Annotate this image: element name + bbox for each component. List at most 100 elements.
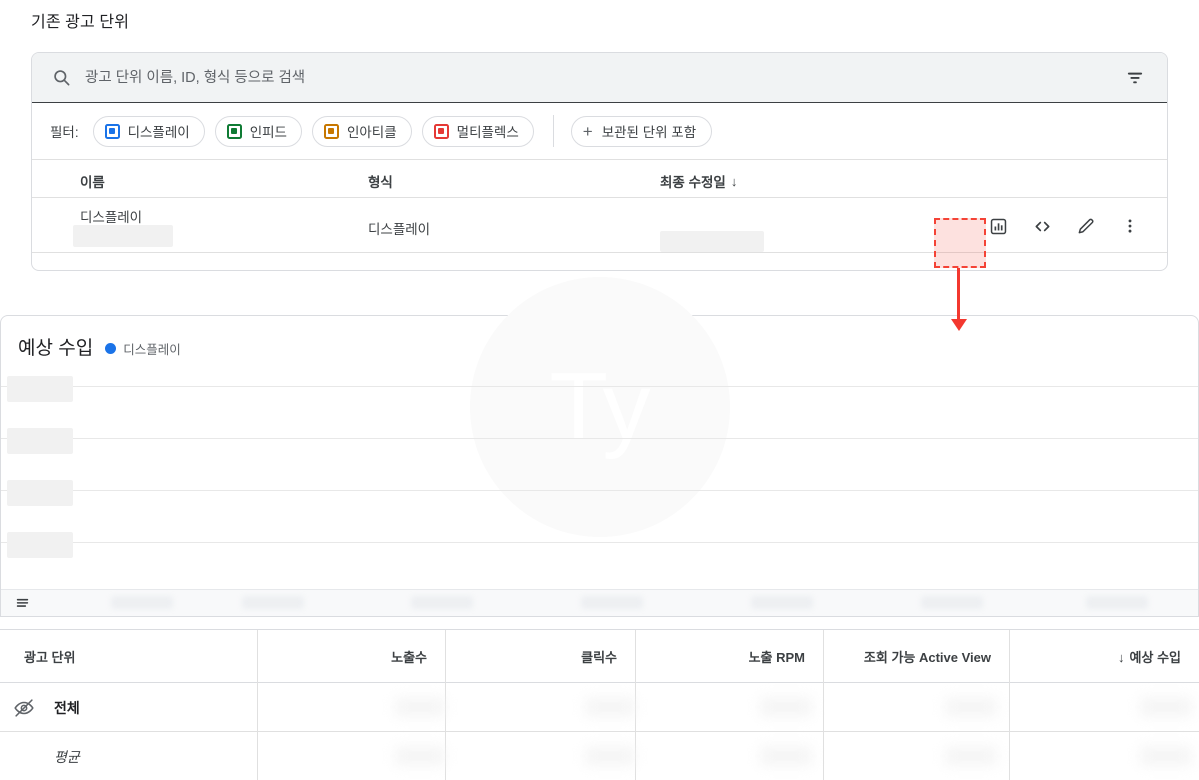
column-header-modified[interactable]: 최종 수정일 ↓ bbox=[660, 171, 737, 191]
filter-chip-list: 디스플레이 인피드 인아티클 멀티플렉스 bbox=[92, 115, 534, 147]
metrics-table: 광고 단위 노출수 클릭수 노출 RPM 조회 가능 Active View ↓… bbox=[0, 629, 1199, 780]
column-header-impressions[interactable]: 노출수 bbox=[257, 630, 445, 683]
chart-footer bbox=[1, 589, 1198, 616]
legend-list-icon[interactable] bbox=[13, 594, 31, 612]
column-header-rpm[interactable]: 노출 RPM bbox=[635, 630, 823, 683]
redacted-metric-cell bbox=[945, 697, 997, 717]
get-code-button[interactable] bbox=[1020, 208, 1064, 244]
search-bar[interactable] bbox=[32, 53, 1167, 103]
filter-chip-inarticle[interactable]: 인아티클 bbox=[311, 115, 412, 147]
redacted-modified-date bbox=[660, 231, 764, 252]
legend-label: 디스플레이 bbox=[123, 343, 181, 357]
table-row[interactable]: 전체 bbox=[0, 683, 1199, 732]
column-header-modified-label: 최종 수정일 bbox=[660, 175, 726, 190]
filter-row: 필터: 디스플레이 인피드 인아티클 멀티플렉스 bbox=[32, 103, 1167, 160]
cell-divider bbox=[635, 683, 636, 732]
chart-xaxis-labels bbox=[91, 590, 1181, 616]
display-format-icon bbox=[104, 123, 120, 139]
redacted-metric-cell bbox=[395, 746, 445, 766]
column-header-format[interactable]: 형식 bbox=[368, 175, 393, 190]
filter-chip-label: 멀티플렉스 bbox=[456, 125, 519, 140]
inarticle-format-icon bbox=[323, 123, 339, 139]
cell-divider bbox=[823, 732, 824, 780]
column-header-estimated-earnings[interactable]: ↓ 예상 수입 bbox=[1009, 630, 1199, 683]
redacted-ytick bbox=[7, 532, 73, 558]
column-header-label: ↓ 예상 수입 bbox=[1010, 647, 1199, 666]
cell-divider bbox=[635, 732, 636, 780]
redacted-metric-cell bbox=[760, 697, 812, 717]
cell-divider bbox=[445, 683, 446, 732]
redacted-xtick bbox=[111, 596, 173, 609]
cell-divider bbox=[257, 683, 258, 732]
redacted-metric-cell bbox=[395, 697, 445, 717]
filter-chip-infeed[interactable]: 인피드 bbox=[214, 115, 302, 147]
report-chart-button[interactable] bbox=[976, 208, 1020, 244]
tune-icon[interactable] bbox=[1124, 67, 1146, 89]
row-label-text: 평균 bbox=[54, 748, 80, 765]
redacted-metric-cell bbox=[760, 746, 812, 766]
column-header-active-view[interactable]: 조회 가능 Active View bbox=[823, 630, 1009, 683]
cell-divider bbox=[1009, 683, 1010, 732]
chart-plot-area bbox=[1, 371, 1198, 616]
redacted-xtick bbox=[751, 596, 813, 609]
filter-chip-display[interactable]: 디스플레이 bbox=[92, 115, 205, 147]
redacted-metric-cell bbox=[945, 746, 997, 766]
cell-divider bbox=[1009, 732, 1010, 780]
table-row[interactable]: 평균 bbox=[0, 732, 1199, 780]
page-title: 기존 광고 단위 bbox=[31, 14, 130, 31]
highlight-arrow bbox=[950, 268, 967, 331]
ad-units-card: 필터: 디스플레이 인피드 인아티클 멀티플렉스 bbox=[31, 52, 1168, 271]
row-label-average: 평균 bbox=[0, 732, 80, 780]
more-options-button[interactable] bbox=[1108, 208, 1152, 244]
gridline bbox=[1, 490, 1198, 491]
sort-desc-icon: ↓ bbox=[1118, 650, 1125, 665]
include-archived-label: 보관된 단위 포함 bbox=[601, 125, 697, 140]
column-header-text: 예상 수입 bbox=[1129, 650, 1181, 665]
chart-title: 예상 수입 bbox=[18, 338, 94, 359]
chart-header: 예상 수입 디스플레이 bbox=[18, 333, 181, 360]
plus-icon: + bbox=[582, 121, 593, 141]
redacted-xtick bbox=[1086, 596, 1148, 609]
filter-chip-label: 인아티클 bbox=[346, 125, 397, 140]
cell-unit-name: 디스플레이 bbox=[80, 210, 143, 225]
watermark: Ty bbox=[470, 277, 730, 537]
unit-table-header: 이름 형식 최종 수정일 ↓ bbox=[32, 160, 1167, 198]
gridline bbox=[1, 386, 1198, 387]
redacted-metric-cell bbox=[1140, 697, 1192, 717]
cell-divider bbox=[445, 732, 446, 780]
redacted-xtick bbox=[411, 596, 473, 609]
column-header-ad-unit[interactable]: 광고 단위 bbox=[0, 630, 257, 683]
redacted-metric-cell bbox=[585, 746, 635, 766]
search-input[interactable] bbox=[83, 68, 1124, 87]
redacted-metric-cell bbox=[1140, 746, 1192, 766]
eye-off-icon[interactable] bbox=[12, 696, 36, 720]
redacted-xtick bbox=[242, 596, 304, 609]
filter-chip-multiplex[interactable]: 멀티플렉스 bbox=[421, 115, 534, 147]
cell-unit-format: 디스플레이 bbox=[368, 222, 431, 237]
metrics-table-header: 광고 단위 노출수 클릭수 노출 RPM 조회 가능 Active View ↓… bbox=[0, 630, 1199, 683]
filter-divider bbox=[552, 115, 554, 147]
infeed-format-icon bbox=[226, 123, 242, 139]
column-header-clicks[interactable]: 클릭수 bbox=[445, 630, 635, 683]
chart-legend[interactable]: 디스플레이 bbox=[105, 339, 181, 358]
edit-button[interactable] bbox=[1064, 208, 1108, 244]
filter-chip-label: 인피드 bbox=[249, 125, 287, 140]
column-header-label: 노출 RPM bbox=[748, 650, 805, 665]
table-row[interactable]: 디스플레이 디스플레이 bbox=[32, 198, 1167, 253]
redacted-xtick bbox=[921, 596, 983, 609]
multiplex-format-icon bbox=[433, 123, 449, 139]
gridline bbox=[1, 438, 1198, 439]
column-header-name[interactable]: 이름 bbox=[80, 175, 105, 190]
row-label-text: 전체 bbox=[54, 699, 80, 716]
redacted-ytick bbox=[7, 480, 73, 506]
gridline bbox=[1, 542, 1198, 543]
row-actions bbox=[976, 208, 1152, 244]
cell-divider bbox=[257, 732, 258, 780]
redacted-ytick bbox=[7, 376, 73, 402]
watermark-text: Ty bbox=[549, 353, 651, 460]
column-header-label: 노출수 bbox=[391, 650, 427, 665]
redacted-metric-cell bbox=[585, 697, 635, 717]
search-icon bbox=[51, 68, 71, 88]
include-archived-button[interactable]: + 보관된 단위 포함 bbox=[570, 115, 713, 147]
